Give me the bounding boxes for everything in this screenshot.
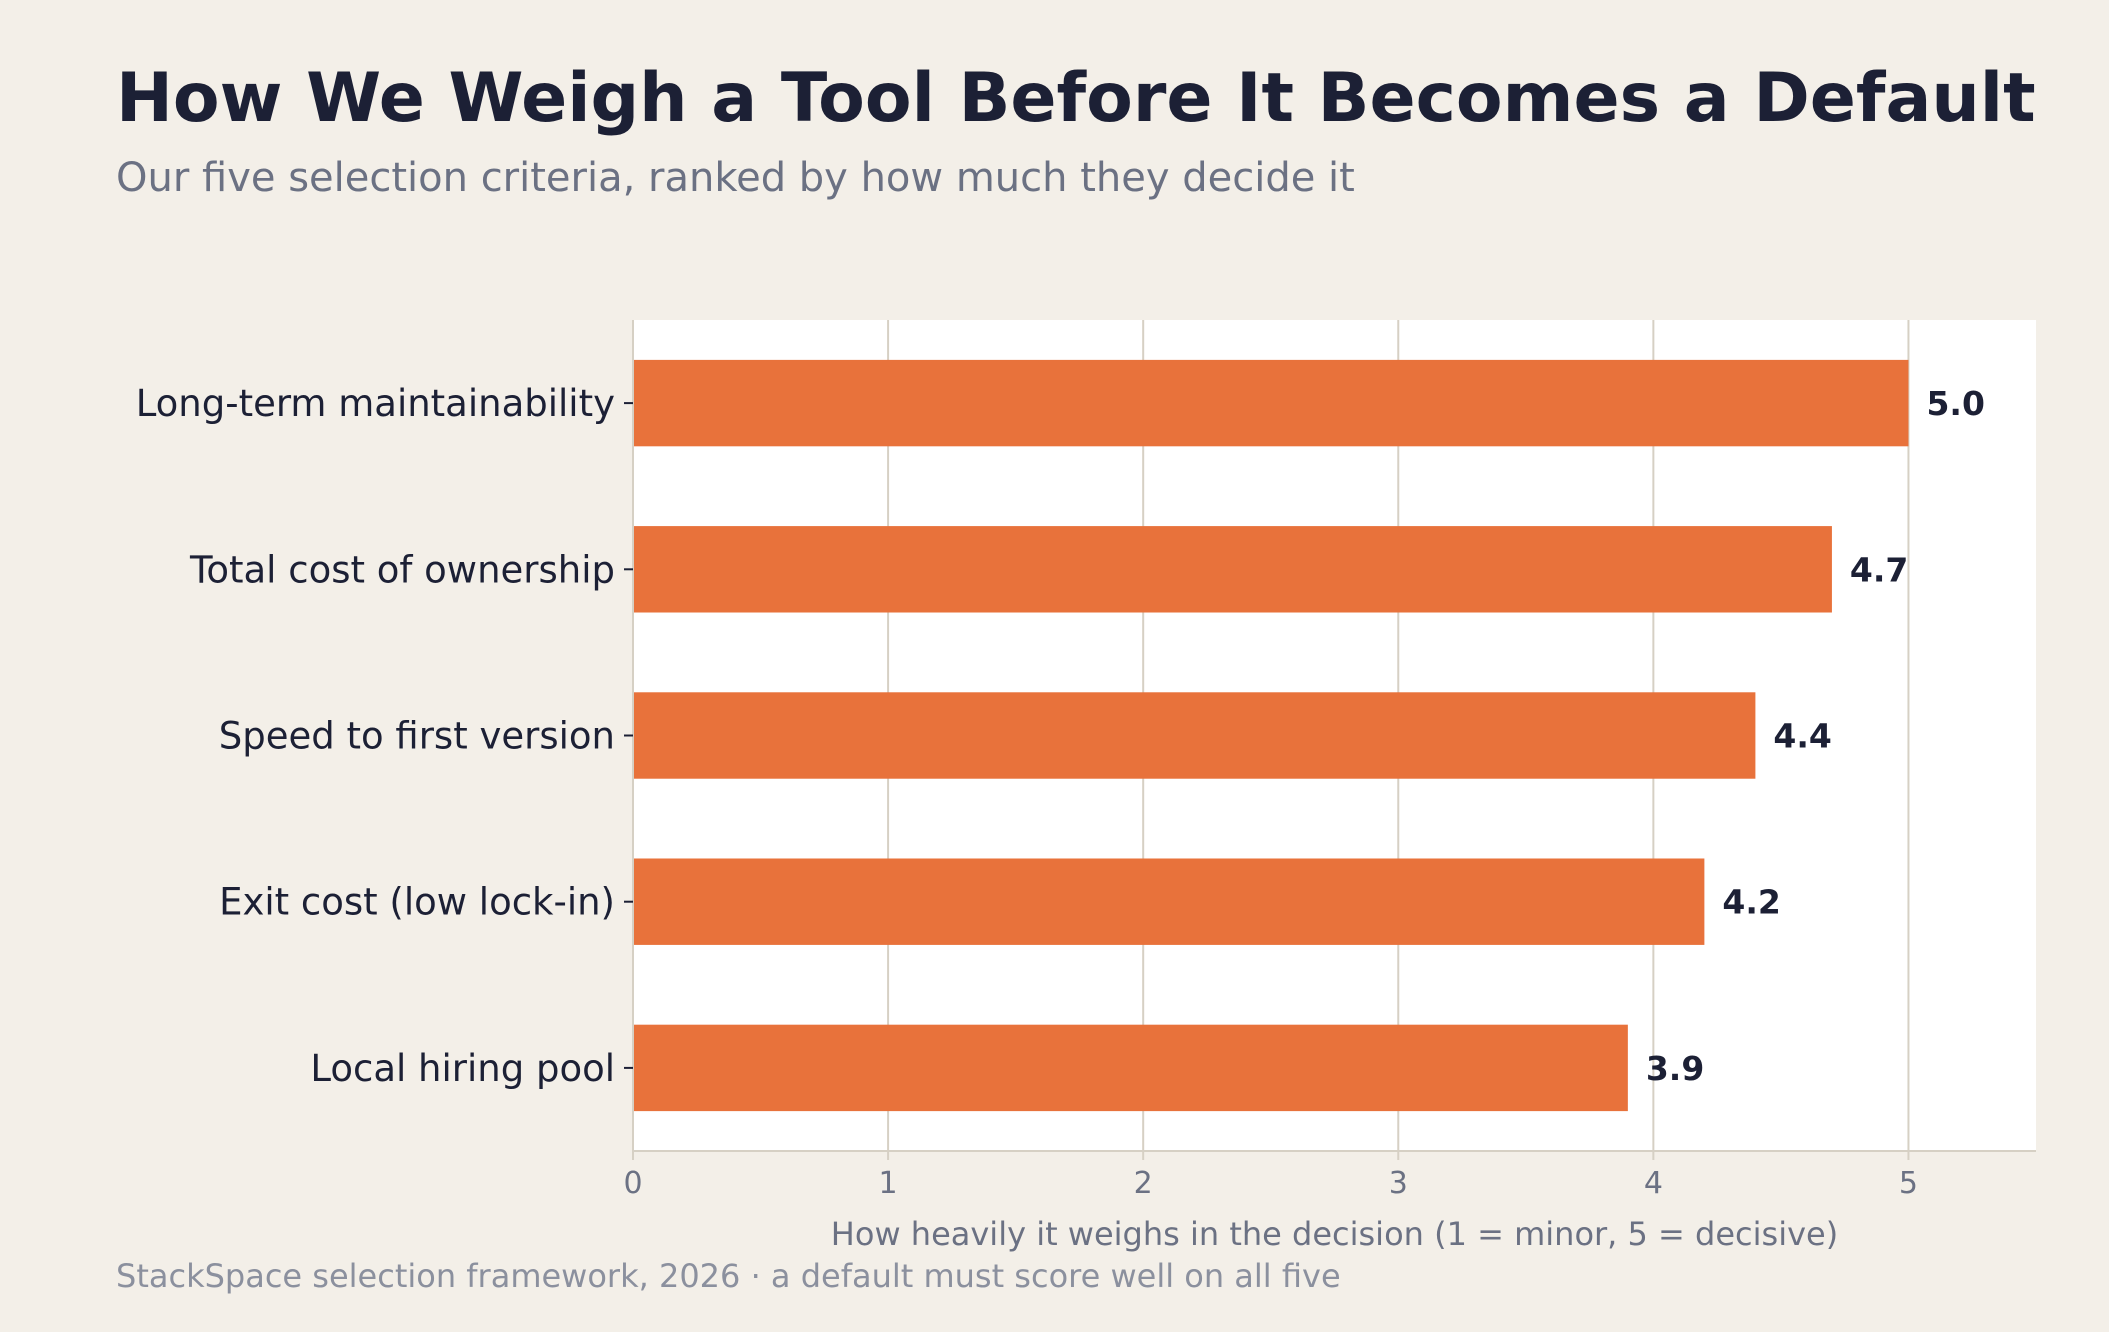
category-label-2: Speed to first version xyxy=(219,715,615,758)
value-label-3: 4.2 xyxy=(1722,883,1780,922)
chart-title: How We Weigh a Tool Before It Becomes a … xyxy=(116,59,2036,138)
value-label-4: 3.9 xyxy=(1646,1049,1704,1088)
axes: 0 1 2 3 4 5 xyxy=(623,320,2036,1201)
x-axis-title: How heavily it weighs in the decision (1… xyxy=(831,1215,1838,1253)
value-label-2: 4.4 xyxy=(1773,717,1831,756)
bar-group xyxy=(633,359,1909,1112)
bar-1 xyxy=(633,526,1832,613)
x-tick-label-2: 2 xyxy=(1134,1166,1153,1201)
value-label-1: 4.7 xyxy=(1850,550,1908,589)
x-tick-label-5: 5 xyxy=(1899,1166,1918,1201)
x-tick-label-4: 4 xyxy=(1644,1166,1663,1201)
bar-0 xyxy=(633,359,1909,447)
bar-4 xyxy=(633,1024,1628,1112)
x-tick-label-0: 0 xyxy=(623,1166,642,1201)
footer-note: StackSpace selection framework, 2026 · a… xyxy=(116,1257,1341,1295)
bar-2 xyxy=(633,692,1756,779)
bar-3 xyxy=(633,858,1705,945)
category-label-0: Long-term maintainability xyxy=(136,382,615,425)
label-group: Long-term maintainability 5.0 Total cost o… xyxy=(136,382,1985,1090)
category-label-1: Total cost of ownership xyxy=(189,548,615,591)
value-label-0: 5.0 xyxy=(1926,384,1984,423)
x-tick-label-1: 1 xyxy=(879,1166,898,1201)
x-tick-label-3: 3 xyxy=(1389,1166,1408,1201)
category-label-4: Local hiring pool xyxy=(310,1047,615,1090)
chart-subtitle: Our five selection criteria, ranked by h… xyxy=(116,155,1355,201)
category-label-3: Exit cost (low lock-in) xyxy=(219,881,615,924)
